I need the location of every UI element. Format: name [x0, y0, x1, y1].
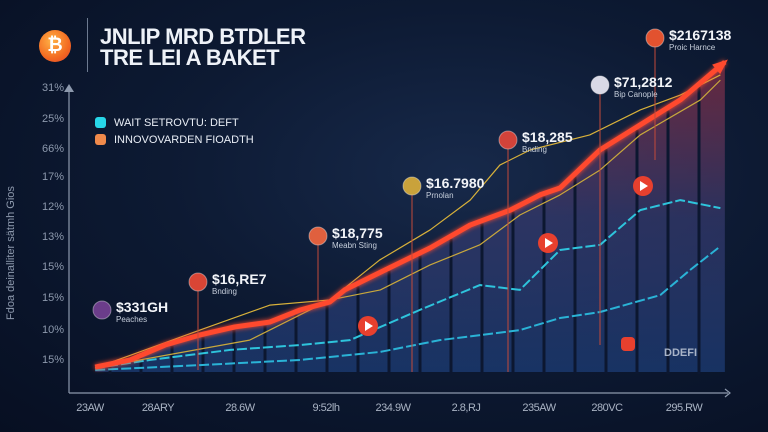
series-line-4 [95, 247, 719, 371]
annotation-avatar-icon [188, 272, 208, 292]
play-icon[interactable] [358, 316, 378, 336]
x-tick-label: 234.9W [375, 402, 411, 414]
play-icon[interactable] [633, 176, 653, 196]
x-tick-label: 28.6W [225, 402, 255, 414]
badge-icon [621, 337, 635, 351]
annotation-avatar-icon [308, 226, 328, 246]
legend-label: INNOVOVARDEN FIOADTH [114, 133, 254, 146]
y-axis-arrow [64, 84, 74, 92]
annotation-value: $18,285 [522, 129, 573, 145]
title-line-1: JNLIP MRD BTDLER [100, 24, 306, 49]
annotation: $2167138 Proic Harnce [669, 28, 731, 53]
y-tick-label: 15% [41, 292, 64, 304]
x-tick-label: 235AW [522, 402, 556, 414]
annotation-value: $18,775 [332, 225, 383, 241]
series-line-1 [94, 74, 721, 369]
annotation-value: $331GH [116, 299, 169, 315]
play-icon[interactable] [538, 233, 558, 253]
annotation-avatar-icon [498, 130, 518, 150]
annotation-label: Prnolan [426, 191, 454, 200]
annotation-label: Meabn Sting [332, 241, 377, 250]
x-tick-label: 9:52lh [312, 402, 340, 414]
area-fill [95, 62, 725, 372]
annotation-label: Peaches [116, 315, 148, 324]
annotation-label: Bnding [212, 287, 237, 296]
annotation-label: Bnding [522, 145, 547, 154]
page-title: JNLIP MRD BTDLER TRE LEI A BAKET [100, 24, 306, 70]
title-line-2: TRE LEI A BAKET [100, 45, 280, 70]
series-line-3 [95, 199, 721, 369]
x-tick-label: 2.8,RJ [451, 402, 481, 414]
annotation-value: $71,2812 [614, 74, 673, 90]
annotation-avatar-icon [402, 176, 422, 196]
bitcoin-logo-icon: ₿ [39, 30, 71, 62]
annotation-value: $2167138 [669, 27, 732, 43]
y-tick-label: 31% [41, 82, 64, 94]
legend-label: WAIT SETROVTU: DEFT [114, 116, 239, 129]
y-tick-label: 12% [41, 201, 64, 213]
legend-item: WAIT SETROVTU: DEFT [95, 114, 254, 131]
annotation-value: $16,RE7 [212, 271, 267, 287]
annotation: $16,RE7 Bnding [212, 272, 266, 297]
header-divider [87, 18, 88, 72]
legend-swatch-cyan [95, 117, 106, 128]
legend: WAIT SETROVTU: DEFT INNOVOVARDEN FIOADTH [95, 114, 254, 148]
y-tick-label: 66% [41, 143, 64, 155]
defi-label: DDEFI [664, 347, 697, 359]
annotation-label: Bip Canople [614, 90, 658, 99]
annotation: $331GH Peaches [116, 300, 168, 325]
y-tick-label: 10% [41, 324, 64, 336]
y-tick-label: 13% [41, 231, 64, 243]
annotation: $71,2812 Bip Canople [614, 75, 672, 100]
y-tick-label: 15% [41, 261, 64, 273]
annotation: $16.7980 Prnolan [426, 176, 484, 201]
annotation-avatar-icon [92, 300, 112, 320]
legend-item: INNOVOVARDEN FIOADTH [95, 131, 254, 148]
annotation: $18,285 Bnding [522, 130, 573, 155]
annotation-value: $16.7980 [426, 175, 485, 191]
y-tick-label: 25% [41, 113, 64, 125]
y-tick-label: 17% [41, 171, 64, 183]
x-tick-label: 295.RW [665, 402, 703, 414]
x-tick-label: 23AW [76, 402, 104, 414]
annotation-label: Proic Harnce [669, 43, 716, 52]
x-tick-label: 280VC [591, 402, 623, 414]
y-tick-label: 15% [41, 354, 64, 366]
x-tick-label: 28ARY [141, 402, 175, 414]
x-axis-arrow [724, 388, 731, 398]
annotation-avatar-icon [590, 75, 610, 95]
annotation: $18,775 Meabn Sting [332, 226, 383, 251]
y-axis-label: Fdoa deinalliter sätmh Gios [5, 186, 17, 320]
annotation-avatar-icon [645, 28, 665, 48]
legend-swatch-orange [95, 134, 106, 145]
trend-arrowhead [712, 59, 728, 75]
